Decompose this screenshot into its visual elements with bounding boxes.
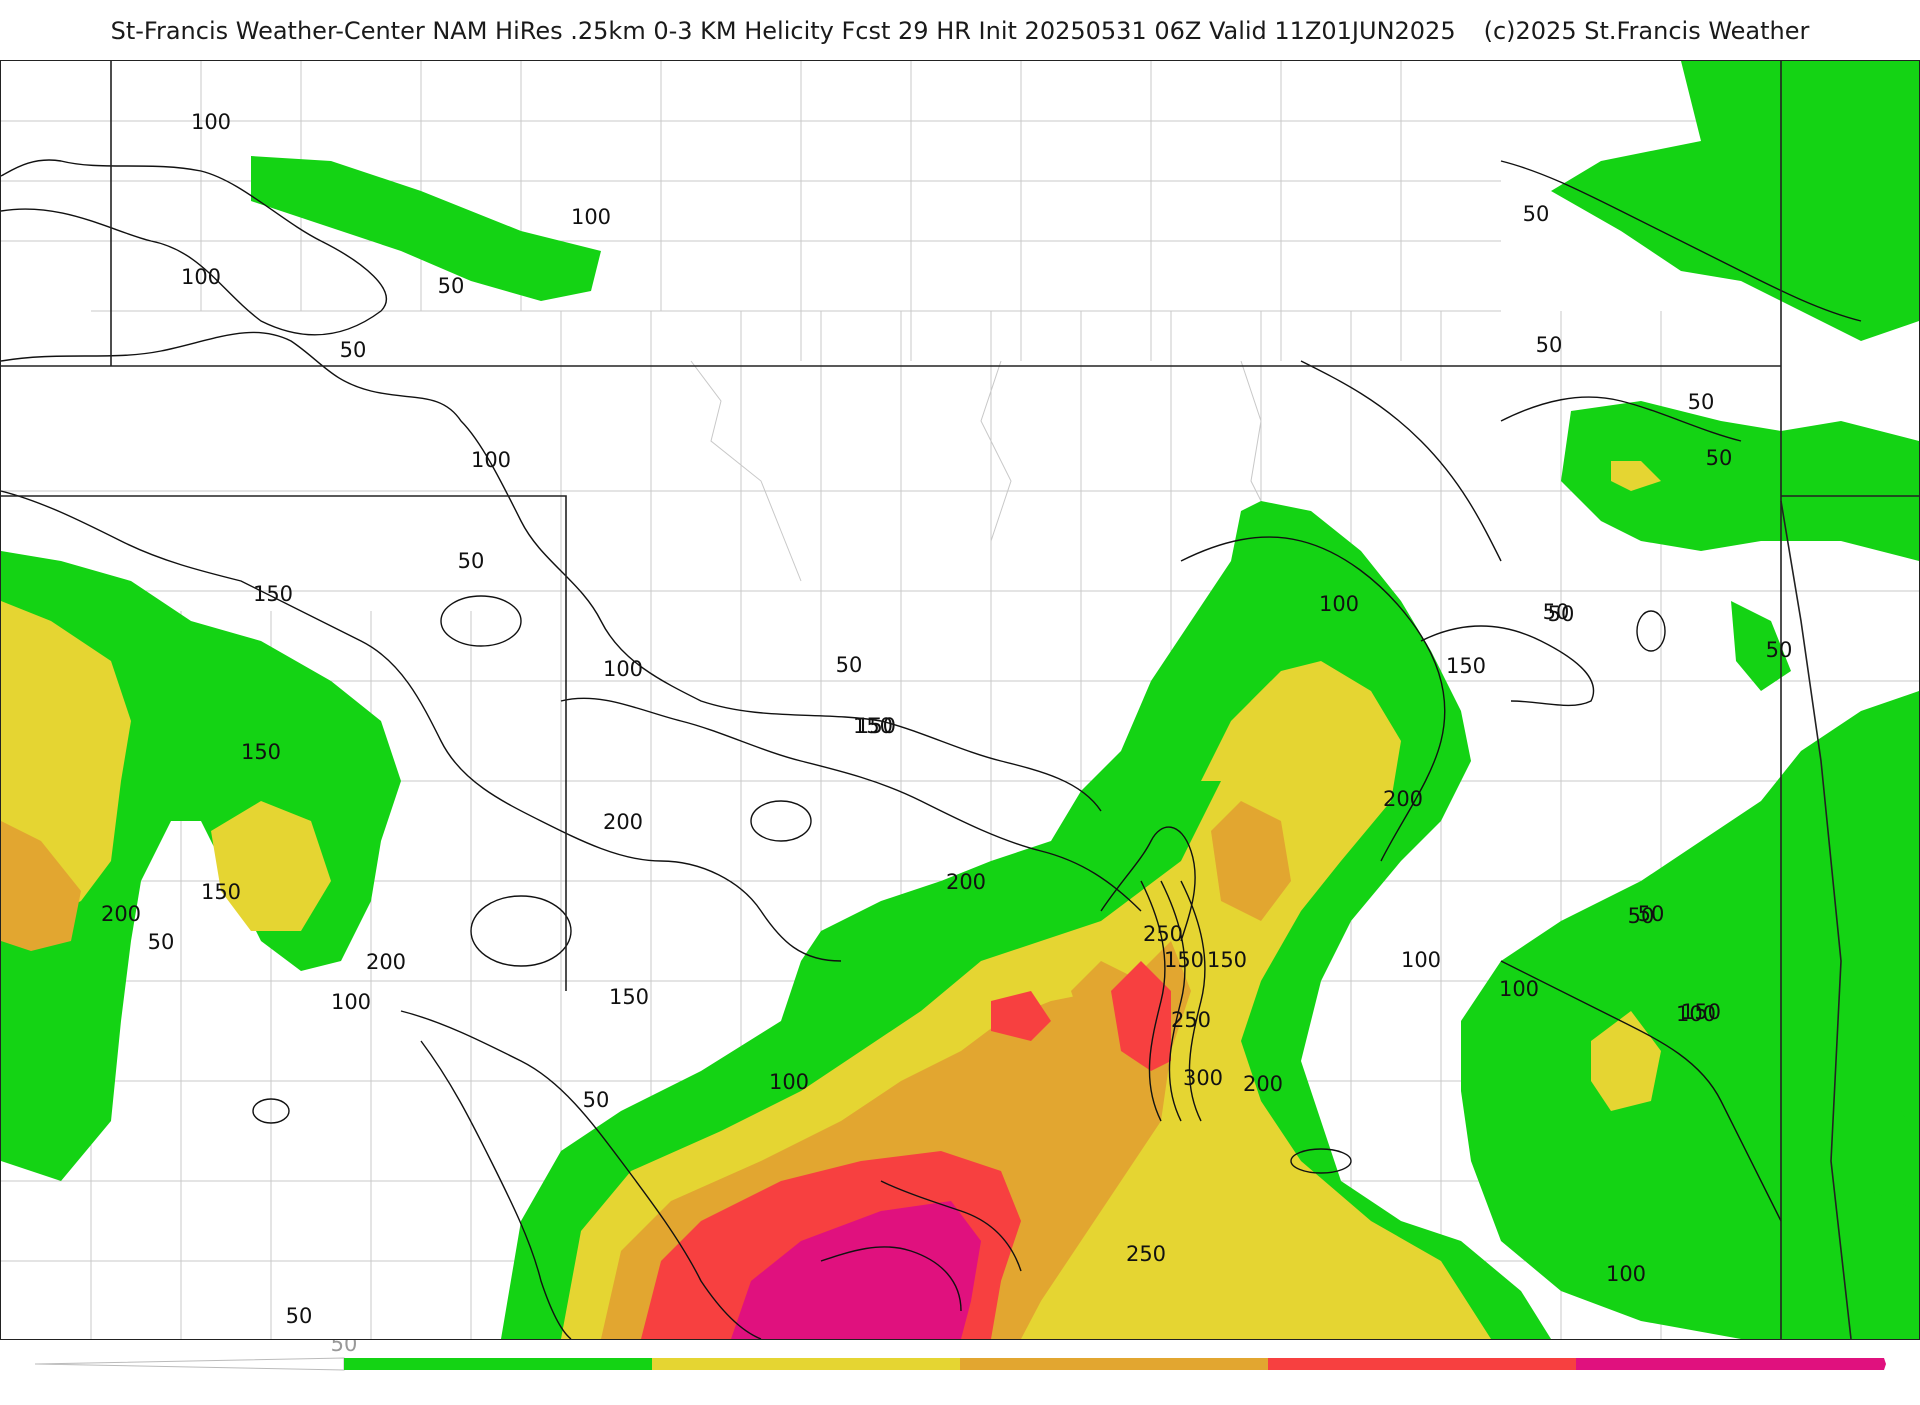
fill-green-spot2 xyxy=(1841,1111,1919,1211)
contour-label: 250 xyxy=(1171,1008,1211,1032)
colorbar-max-wedge xyxy=(1884,1358,1886,1370)
contour-label: 100 xyxy=(1676,1002,1716,1026)
color-legend: 50 xyxy=(0,1332,1920,1400)
colorbar-svg: 50 xyxy=(34,1332,1886,1371)
colorbar-tick-label: 50 xyxy=(331,1340,358,1356)
contour-label: 150 xyxy=(1207,948,1247,972)
map-title: St-Francis Weather-Center NAM HiRes .25k… xyxy=(110,17,1456,45)
contour-label: 50 xyxy=(438,274,465,298)
fill-yellow-north xyxy=(1201,671,1331,781)
contour-label: 100 xyxy=(331,990,371,1014)
contour-label: 150 xyxy=(853,714,893,738)
contour-label: 100 xyxy=(1401,948,1441,972)
contour-label: 200 xyxy=(1383,787,1423,811)
fill-yellow-east xyxy=(1591,1011,1661,1111)
contour-label: 50 xyxy=(583,1088,610,1112)
colorbar-bin xyxy=(960,1358,1268,1370)
fill-green-northeast xyxy=(1551,61,1919,341)
contour-label: 250 xyxy=(1126,1242,1166,1266)
contour-label: 50 xyxy=(148,930,175,954)
contour-label: 50 xyxy=(286,1304,313,1328)
fill-orange-west xyxy=(1,821,81,951)
fill-magenta-south xyxy=(731,1201,981,1339)
colorbar-bin xyxy=(1268,1358,1576,1370)
colorbar-bin xyxy=(652,1358,960,1370)
contour-label: 50 xyxy=(1536,333,1563,357)
fill-red-spot1 xyxy=(991,991,1051,1041)
contour-label: 100 xyxy=(181,265,221,289)
contour-label: 200 xyxy=(101,902,141,926)
contour-label: 150 xyxy=(253,582,293,606)
fill-red-spot2 xyxy=(1111,961,1171,1071)
contour-label: 200 xyxy=(1243,1072,1283,1096)
contour-label: 150 xyxy=(241,740,281,764)
copyright-label: (c)2025 St.Francis Weather xyxy=(1483,17,1810,45)
contour-label: 50 xyxy=(1706,446,1733,470)
contour-label: 50 xyxy=(1766,638,1793,662)
contour-label: 100 xyxy=(571,205,611,229)
contour-label: 100 xyxy=(603,657,643,681)
contour-label: 150 xyxy=(1164,948,1204,972)
contour-label: 150 xyxy=(1681,1000,1721,1024)
colorbar-bin xyxy=(344,1358,652,1370)
contour-label: 100 xyxy=(1319,592,1359,616)
contour-label: 50 xyxy=(1548,602,1575,626)
fill-yellow-east2 xyxy=(1611,461,1661,491)
contour-label: 150 xyxy=(609,985,649,1009)
contour-label: 50 xyxy=(340,338,367,362)
contour-label: 100 xyxy=(1499,977,1539,1001)
contour-label: 150 xyxy=(1446,654,1486,678)
state-boundaries xyxy=(1,61,1919,1339)
fill-green-spot1 xyxy=(1731,601,1791,691)
contour-label: 150 xyxy=(856,714,896,738)
contour-label: 50 xyxy=(1523,202,1550,226)
contour-label: 100 xyxy=(769,1070,809,1094)
helicity-map[interactable]: 100 100 100 50 50 50 50 50 50 50 100 50 150 150 150 200… xyxy=(0,60,1920,1340)
contour-label: 100 xyxy=(191,110,231,134)
helicity-contours xyxy=(1,159,1862,1339)
fill-green-east xyxy=(1461,691,1919,1339)
fill-yellow-west2 xyxy=(211,801,331,931)
contour-label: 300 xyxy=(1183,1066,1223,1090)
colorbar-bin xyxy=(1576,1358,1884,1370)
fill-orange-north xyxy=(1211,801,1291,921)
contour-label: 50 xyxy=(458,549,485,573)
fill-green-north xyxy=(251,156,601,301)
contour-label: 50 xyxy=(1688,390,1715,414)
contour-label: 50 xyxy=(1628,904,1655,928)
contour-label: 200 xyxy=(366,950,406,974)
contour-label: 50 xyxy=(1638,902,1665,926)
contour-label: 200 xyxy=(603,810,643,834)
contour-label: 100 xyxy=(1606,1262,1646,1286)
contour-label: 250 xyxy=(1143,922,1183,946)
contour-label: 150 xyxy=(201,880,241,904)
helicity-fill-250 xyxy=(731,1201,981,1339)
fill-green-northeast2 xyxy=(1561,401,1919,561)
contour-label: 50 xyxy=(1543,600,1570,624)
map-header: St-Francis Weather-Center NAM HiRes .25k… xyxy=(0,0,1920,62)
colorbar-min-wedge xyxy=(34,1357,345,1371)
contour-label: 200 xyxy=(946,870,986,894)
contour-label: 50 xyxy=(836,653,863,677)
contour-label: 100 xyxy=(471,448,511,472)
